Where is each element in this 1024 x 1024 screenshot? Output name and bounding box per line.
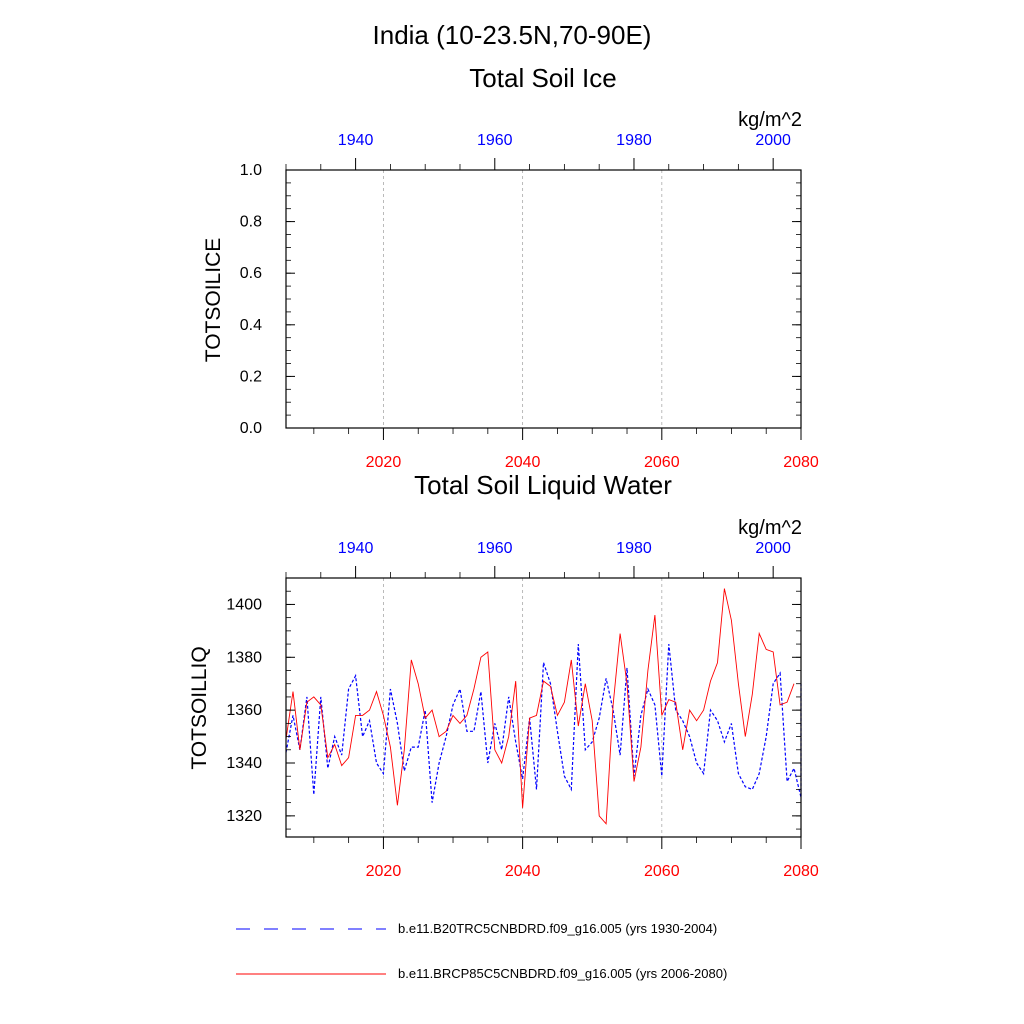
bottom-tick-label: 2060 [644, 863, 680, 880]
y-tick-label: 0.2 [240, 368, 262, 385]
top-x-axis: 1940 1960 1980 2000 [285, 540, 791, 578]
top-tick-label: 2000 [755, 540, 791, 557]
panel-title: Total Soil Liquid Water [414, 470, 672, 500]
y-tick-label: 1340 [226, 755, 262, 772]
series-line-future [285, 588, 795, 825]
top-tick-label: 1960 [477, 132, 513, 149]
y-tick-label: 0.8 [240, 214, 262, 231]
top-tick-label: 1960 [477, 540, 513, 557]
top-x-axis: 1940 1960 1980 2000 [285, 132, 791, 170]
y-tick-label: 1360 [226, 702, 262, 719]
top-tick-label: 1940 [338, 540, 374, 557]
panel-title: Total Soil Ice [469, 63, 616, 93]
grid-lines [383, 578, 663, 837]
bottom-x-axis: 2020 2040 2060 2080 [313, 428, 819, 471]
y-axis-label: TOTSOILLIQ [188, 646, 211, 769]
y-axis: 0.0 0.2 0.4 0.6 0.8 1.0 [240, 162, 801, 437]
units-label: kg/m^2 [738, 517, 802, 539]
bottom-x-axis: 2020 2040 2060 2080 [313, 837, 819, 880]
figure-title: India (10-23.5N,70-90E) [373, 20, 652, 50]
series-line-historical [285, 644, 802, 803]
bottom-tick-label: 2080 [783, 863, 819, 880]
plot-frame [285, 577, 802, 838]
y-axis: 1320 1340 1360 1380 1400 [226, 577, 801, 830]
panel-total-soil-liquid-water: Total Soil Liquid Water kg/m^2 TOTSOILLI… [188, 470, 819, 880]
top-tick-label: 1940 [338, 132, 374, 149]
y-axis-label: TOTSOILICE [202, 238, 225, 362]
y-tick-label: 1400 [226, 596, 262, 613]
y-tick-label: 1380 [226, 649, 262, 666]
plot-frame [285, 169, 802, 429]
y-tick-label: 1.0 [240, 162, 262, 179]
grid-lines [383, 170, 663, 428]
top-tick-label: 2000 [755, 132, 791, 149]
top-tick-label: 1980 [616, 132, 652, 149]
bottom-tick-label: 2060 [644, 454, 680, 471]
series-group [285, 588, 802, 825]
units-label: kg/m^2 [738, 109, 802, 131]
y-tick-label: 0.4 [240, 317, 262, 334]
y-tick-label: 0.0 [240, 420, 262, 437]
panel-total-soil-ice: Total Soil Ice kg/m^2 TOTSOILICE 0.00.20… [202, 63, 819, 471]
bottom-tick-label: 2040 [505, 454, 541, 471]
bottom-tick-label: 2020 [366, 454, 402, 471]
y-tick-label: 0.6 [240, 265, 262, 282]
legend: b.e11.B20TRC5CNBDRD.f09_g16.005 (yrs 193… [236, 921, 727, 981]
bottom-tick-label: 2040 [505, 863, 541, 880]
y-tick-label: 1320 [226, 808, 262, 825]
bottom-tick-label: 2020 [366, 863, 402, 880]
legend-label-future: b.e11.BRCP85C5CNBDRD.f09_g16.005 (yrs 20… [398, 966, 727, 981]
top-tick-label: 1980 [616, 540, 652, 557]
legend-label-historical: b.e11.B20TRC5CNBDRD.f09_g16.005 (yrs 193… [398, 921, 717, 936]
bottom-tick-label: 2080 [783, 454, 819, 471]
